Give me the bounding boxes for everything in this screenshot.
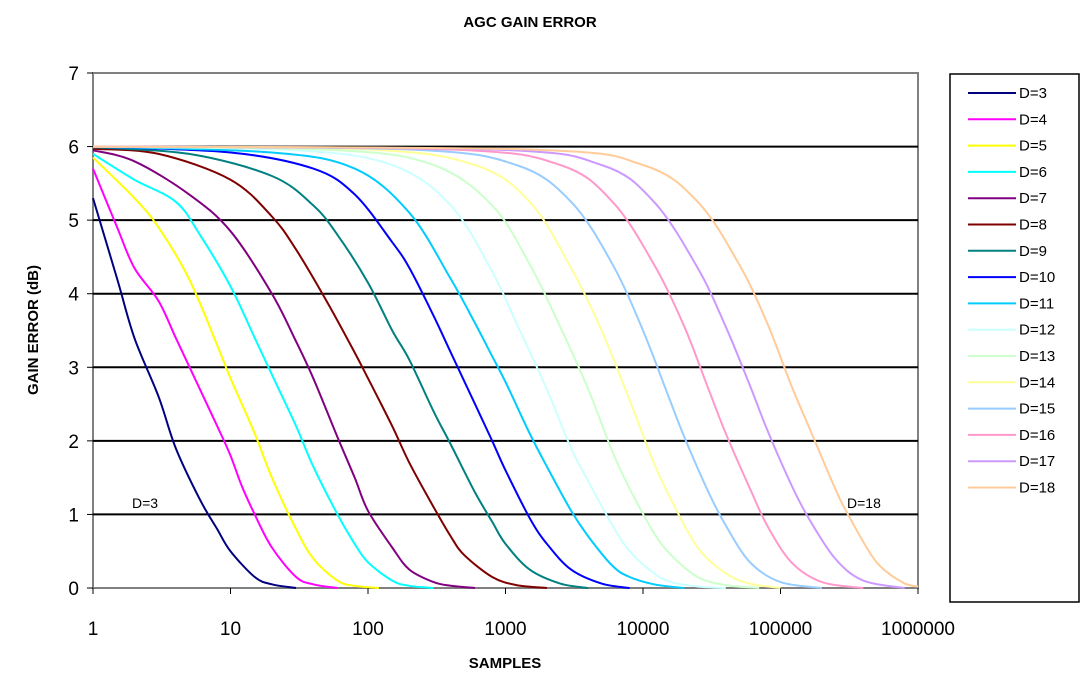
- legend-label: D=14: [1019, 374, 1055, 391]
- legend-label: D=4: [1019, 111, 1047, 128]
- legend-label: D=5: [1019, 138, 1047, 155]
- series-line-d4: [92, 168, 338, 589]
- series-lines: [92, 145, 919, 589]
- legend-label: D=16: [1019, 427, 1055, 444]
- legend-label: D=12: [1019, 322, 1055, 339]
- x-axis-ticks: 1 10 100 1000 10000 100000 1000000: [88, 588, 955, 640]
- y-tick-label: 7: [68, 64, 79, 85]
- series-line-d3: [92, 197, 297, 589]
- legend-label: D=11: [1019, 295, 1054, 312]
- legend-label: D=8: [1019, 217, 1047, 234]
- x-axis-title: SAMPLES: [469, 655, 542, 672]
- y-tick-label: 0: [68, 579, 79, 600]
- legend-label: D=3: [1019, 85, 1047, 102]
- annotation-d18: D=18: [847, 495, 881, 511]
- y-axis-title: GAIN ERROR (dB): [25, 265, 42, 395]
- series-line-d18: [92, 145, 919, 588]
- chart-title: AGC GAIN ERROR: [463, 14, 597, 31]
- x-tick-label: 10: [220, 619, 241, 640]
- x-tick-label: 1: [88, 619, 99, 640]
- legend-label: D=9: [1019, 243, 1047, 260]
- series-line-d15: [92, 145, 823, 589]
- grid-lines: [93, 145, 918, 516]
- y-tick-label: 5: [68, 211, 79, 232]
- x-tick-label: 100000: [749, 619, 812, 640]
- series-line-d12: [92, 145, 726, 589]
- series-line-d9: [92, 146, 589, 589]
- y-tick-label: 1: [68, 505, 79, 526]
- x-tick-label: 1000: [484, 619, 526, 640]
- series-line-d5: [92, 156, 379, 589]
- legend-label: D=7: [1019, 190, 1047, 207]
- series-line-d10: [92, 145, 630, 589]
- annotation-d3: D=3: [132, 495, 158, 511]
- y-tick-label: 4: [68, 285, 79, 306]
- series-line-d13: [92, 145, 760, 589]
- legend-label: D=17: [1019, 453, 1055, 470]
- x-tick-label: 100: [352, 619, 384, 640]
- legend-label: D=15: [1019, 401, 1055, 418]
- plot-area: [92, 72, 919, 589]
- y-tick-label: 6: [68, 138, 79, 159]
- y-tick-label: 3: [68, 358, 79, 379]
- legend-box: [949, 73, 1080, 603]
- legend-label: D=6: [1019, 164, 1047, 181]
- y-tick-label: 2: [68, 432, 79, 453]
- y-axis-ticks: 0 1 2 3 4 5 6 7: [68, 64, 93, 600]
- series-line-d14: [92, 145, 781, 589]
- series-line-d6: [92, 153, 434, 589]
- series-line-d11: [92, 145, 685, 589]
- legend-label: D=13: [1019, 348, 1055, 365]
- x-tick-label: 10000: [617, 619, 670, 640]
- series-line-d16: [92, 145, 864, 589]
- series-line-d7: [92, 149, 476, 589]
- legend: D=3 D=4 D=5 D=6 D=7 D=8 D=9 D=10 D=11 D=12 D=13 D=1…: [949, 73, 1080, 603]
- legend-label: D=18: [1019, 480, 1055, 497]
- legend-label: D=10: [1019, 269, 1055, 286]
- series-line-d8: [92, 147, 547, 589]
- x-tick-label: 1000000: [881, 619, 955, 640]
